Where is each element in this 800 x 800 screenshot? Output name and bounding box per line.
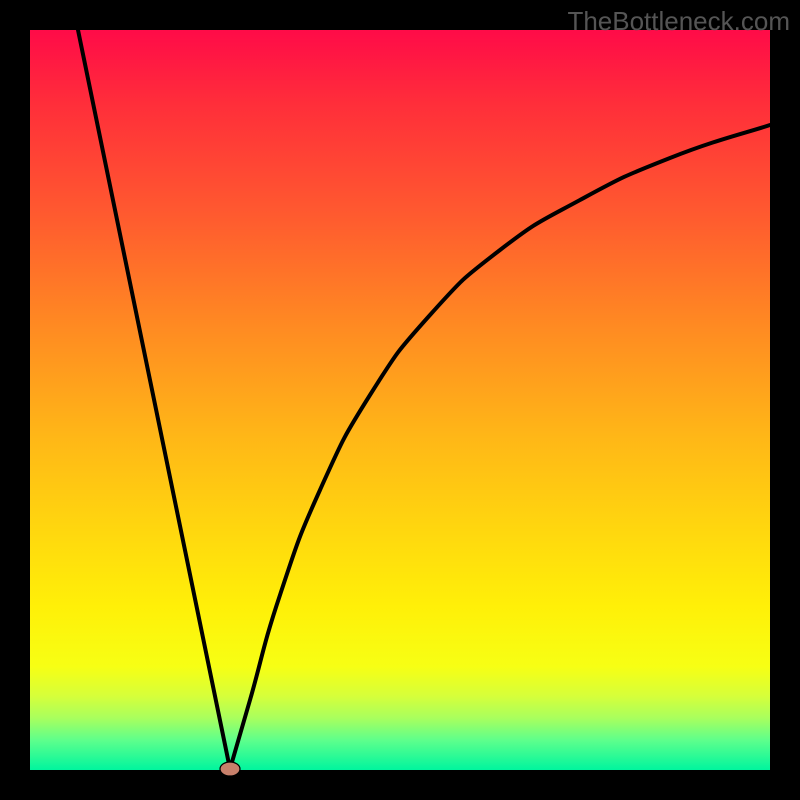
bottleneck-curve	[0, 0, 800, 800]
chart-canvas: TheBottleneck.com	[0, 0, 800, 800]
curve-path	[78, 30, 770, 769]
minimum-marker	[220, 762, 240, 776]
watermark-text: TheBottleneck.com	[567, 6, 790, 37]
